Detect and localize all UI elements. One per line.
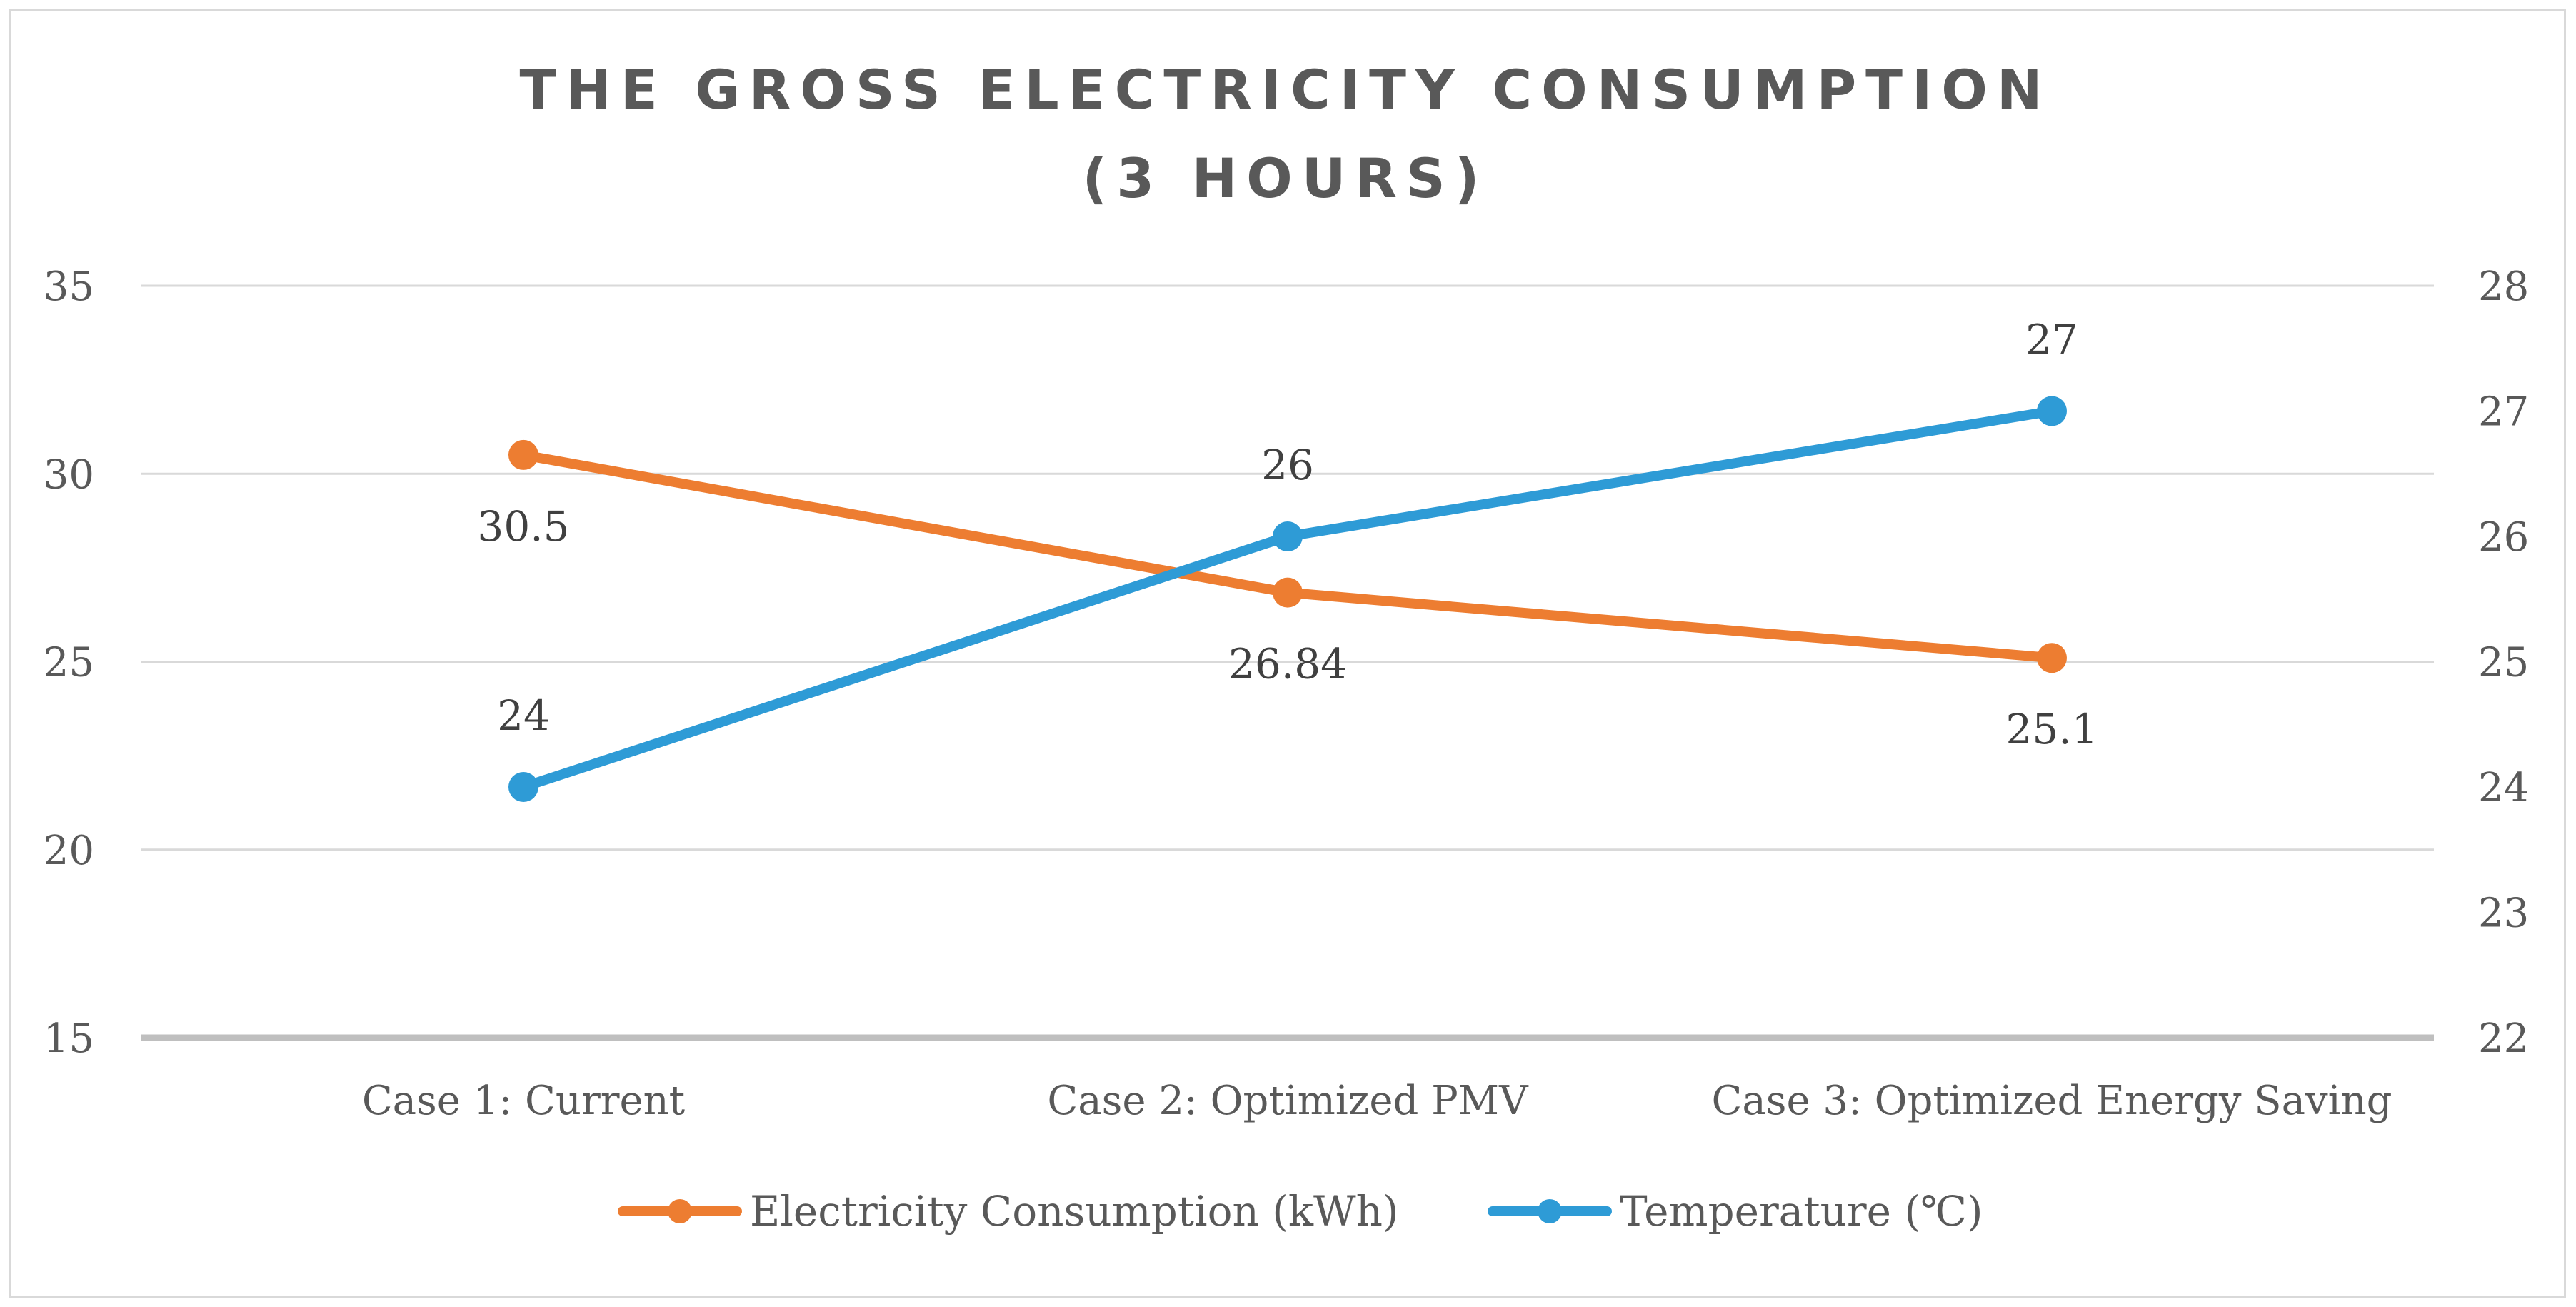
category-axis: Case 1: Current Case 2: Optimized PMV Case…	[362, 1078, 2392, 1124]
data-label-temperature: 27	[2025, 316, 2078, 364]
right-axis-tick-label: 22	[2478, 1016, 2529, 1062]
data-point-electricity	[1273, 577, 1303, 608]
left-axis-tick-label: 20	[44, 828, 94, 874]
gridlines	[141, 284, 2434, 1041]
chart-frame	[9, 9, 2566, 1298]
chart-title-line-2: (3 HOURS)	[1083, 146, 1489, 210]
data-labels: 30.5 26.84 25.1 24 26 27	[477, 316, 2098, 754]
right-axis: 22 23 24 25 26 27 28	[2478, 264, 2529, 1062]
chart-title-line-1: THE GROSS ELECTRICITY CONSUMPTION	[519, 58, 2051, 121]
legend-label-temperature: Temperature (℃)	[1620, 1187, 1983, 1236]
left-axis-tick-label: 35	[44, 264, 94, 310]
category-label: Case 2: Optimized PMV	[1047, 1078, 1529, 1124]
right-axis-tick-label: 25	[2478, 640, 2529, 686]
data-label-electricity: 30.5	[477, 502, 569, 551]
category-label: Case 1: Current	[362, 1078, 686, 1124]
left-axis-tick-label: 30	[44, 451, 94, 498]
legend: Electricity Consumption (kWh) Temperatur…	[618, 1187, 1983, 1236]
legend-marker-electricity	[668, 1199, 692, 1223]
data-point-electricity	[2037, 643, 2067, 673]
right-axis-tick-label: 28	[2478, 264, 2529, 310]
legend-marker-temperature	[1538, 1199, 1562, 1223]
category-label: Case 3: Optimized Energy Saving	[1711, 1078, 2392, 1124]
data-label-temperature: 26	[1261, 441, 1314, 489]
data-label-electricity: 25.1	[2005, 705, 2098, 753]
left-axis-tick-label: 25	[44, 640, 94, 686]
series-lines	[508, 396, 2067, 802]
data-point-electricity	[508, 439, 538, 470]
right-axis-tick-label: 23	[2478, 891, 2529, 937]
data-point-temperature	[508, 772, 538, 802]
data-point-temperature	[2037, 396, 2067, 426]
right-axis-tick-label: 24	[2478, 765, 2529, 811]
left-axis-tick-label: 15	[44, 1016, 94, 1062]
right-axis-tick-label: 27	[2478, 389, 2529, 436]
data-label-electricity: 26.84	[1228, 640, 1347, 688]
data-label-temperature: 24	[497, 691, 550, 740]
legend-label-electricity: Electricity Consumption (kWh)	[750, 1187, 1399, 1236]
right-axis-tick-label: 26	[2478, 514, 2529, 561]
data-point-temperature	[1273, 521, 1303, 551]
left-axis: 15 20 25 30 35	[44, 264, 94, 1062]
